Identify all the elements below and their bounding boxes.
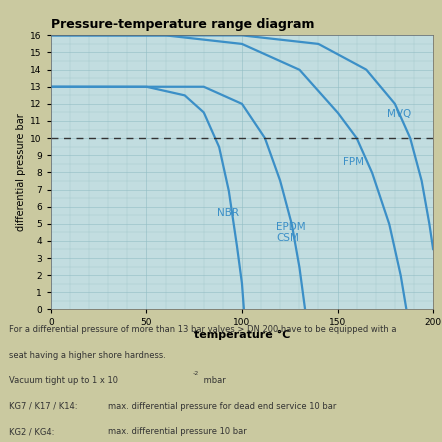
Text: seat having a higher shore hardness.: seat having a higher shore hardness. [9,351,166,359]
Text: MVQ: MVQ [387,109,412,119]
Text: NBR: NBR [217,209,239,218]
Text: KG7 / K17 / K14:: KG7 / K17 / K14: [9,402,77,411]
X-axis label: temperature °C: temperature °C [194,330,290,340]
Text: Pressure-temperature range diagram: Pressure-temperature range diagram [51,19,314,31]
Y-axis label: differential pressure bar: differential pressure bar [16,114,26,231]
Text: -2: -2 [192,371,198,376]
Text: EPDM
CSM: EPDM CSM [276,221,306,243]
Text: mbar: mbar [201,376,226,385]
Text: max. differential pressure for dead end service 10 bar: max. differential pressure for dead end … [108,402,337,411]
Text: KG2 / KG4:: KG2 / KG4: [9,427,54,436]
Text: Vacuum tight up to 1 x 10: Vacuum tight up to 1 x 10 [9,376,118,385]
Text: FPM: FPM [343,157,364,167]
Text: For a differential pressure of more than 13 bar valves > DN 200 have to be equip: For a differential pressure of more than… [9,325,396,334]
Text: max. differential pressure 10 bar: max. differential pressure 10 bar [108,427,247,436]
